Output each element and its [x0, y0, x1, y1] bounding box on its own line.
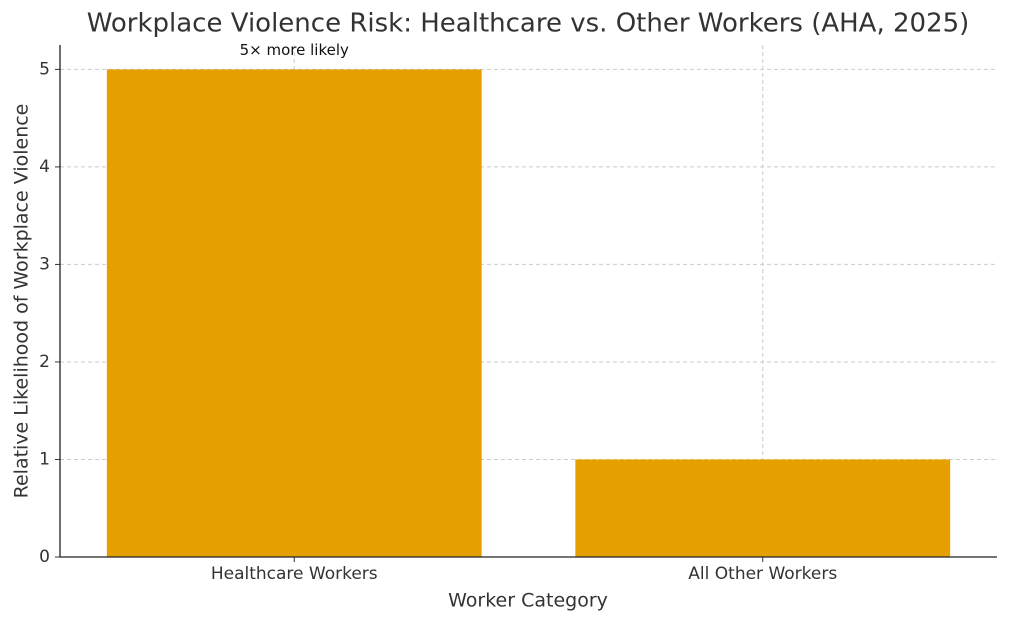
y-tick-label: 0 — [39, 547, 50, 567]
x-axis-label: Worker Category — [448, 590, 608, 612]
x-tick-label: All Other Workers — [688, 564, 837, 584]
y-tick-label: 3 — [39, 254, 50, 274]
annotation: 5× more likely — [240, 41, 349, 59]
y-tick-label: 4 — [39, 157, 50, 177]
bar — [575, 459, 951, 557]
y-tick-label: 5 — [39, 59, 50, 79]
bar — [106, 69, 482, 557]
y-axis-label: Relative Likelihood of Workplace Violenc… — [11, 104, 33, 499]
y-tick-label: 2 — [39, 352, 50, 372]
chart-title: Workplace Violence Risk: Healthcare vs. … — [87, 9, 970, 39]
y-tick-label: 1 — [39, 449, 50, 469]
x-tick-label: Healthcare Workers — [211, 564, 378, 584]
